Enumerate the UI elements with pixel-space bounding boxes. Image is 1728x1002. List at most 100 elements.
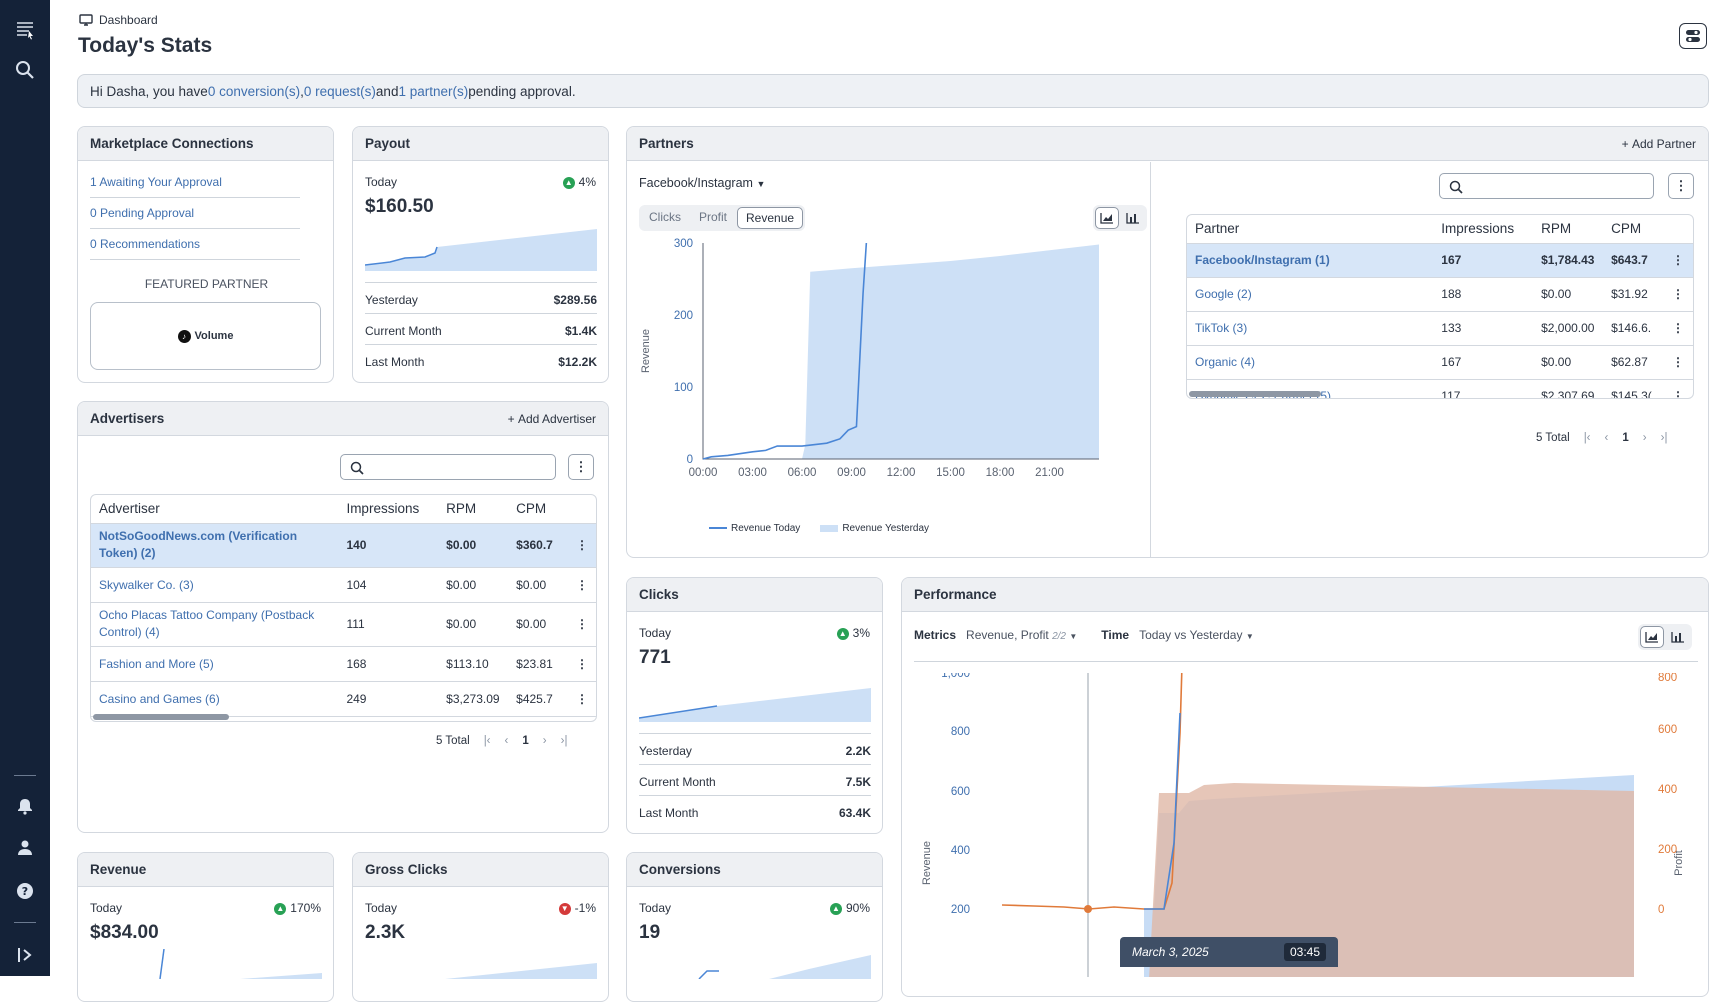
column-header[interactable]: RPM <box>438 495 509 524</box>
change-badge: ▼ -1% <box>558 901 596 915</box>
pending-approval-link[interactable]: 0 Pending Approval <box>90 206 195 220</box>
table-row[interactable]: Google (2) 188 $0.00 $31.92 ⋮ <box>1187 277 1693 312</box>
last-page-icon[interactable]: ›| <box>1660 432 1668 444</box>
card-header: Marketplace Connections <box>78 127 333 161</box>
row-menu-icon[interactable]: ⋮ <box>1663 379 1693 398</box>
notice-sep: , <box>300 83 304 99</box>
partner-source-dropdown[interactable]: Facebook/Instagram ▼ <box>639 176 766 190</box>
bar-chart-icon[interactable] <box>1666 626 1690 648</box>
row-menu-icon[interactable]: ⋮ <box>567 646 596 682</box>
partner-revenue-chart: Revenue 0 100 200 300 00:00 03:00 06:00 09:00 12:… <box>640 238 1099 479</box>
expand-sidebar-icon[interactable] <box>10 940 40 970</box>
tab-profit[interactable]: Profit <box>699 210 728 224</box>
help-icon[interactable]: ? <box>10 876 40 906</box>
tab-revenue[interactable]: Revenue <box>737 207 804 229</box>
horizontal-scrollbar[interactable] <box>93 714 229 720</box>
metrics-label: Metrics <box>914 628 957 642</box>
row-menu-icon[interactable]: ⋮ <box>1663 345 1693 380</box>
gross-clicks-card: Gross Clicks Today ▼ -1% 2.3K <box>352 852 609 1002</box>
advertiser-search-input[interactable] <box>340 454 556 480</box>
row-menu-icon[interactable]: ⋮ <box>567 523 596 568</box>
requests-link[interactable]: 0 request(s) <box>303 83 376 99</box>
conversions-link[interactable]: 0 conversion(s) <box>207 83 301 99</box>
row-menu-icon[interactable]: ⋮ <box>567 681 596 717</box>
area-chart-icon[interactable] <box>1095 207 1119 229</box>
x-tick-label: 21:00 <box>1035 467 1064 479</box>
user-icon[interactable] <box>10 833 40 863</box>
featured-partner-tile[interactable]: ♪ Volume <box>90 302 321 370</box>
card-title: Advertisers <box>90 411 165 426</box>
menu-icon[interactable] <box>10 15 40 45</box>
first-page-icon[interactable]: |‹ <box>1583 432 1591 444</box>
partner-search-input[interactable] <box>1439 173 1654 199</box>
time-dropdown[interactable]: Today vs Yesterday ▼ <box>1139 628 1254 642</box>
last-page-icon[interactable]: ›| <box>560 735 568 747</box>
card-header: Conversions <box>627 853 882 887</box>
y-tick-label: 600 <box>951 786 970 798</box>
breadcrumb[interactable]: Dashboard <box>79 13 158 27</box>
table-row[interactable]: Organic (4) 167 $0.00 $62.87 ⋮ <box>1187 345 1693 380</box>
sidebar-corner <box>0 96 50 120</box>
payout-card: Payout Today ▲ 4% $160.50 Yesterday $289.5… <box>352 126 609 383</box>
revenue-card: Revenue Today ▲ 170% $834.00 <box>77 852 334 1002</box>
card-title: Performance <box>914 587 997 602</box>
column-header[interactable]: RPM <box>1533 215 1604 244</box>
settings-toggle-button[interactable] <box>1679 23 1707 49</box>
advertiser-more-button[interactable]: ⋮ <box>568 454 594 480</box>
row-menu-icon[interactable]: ⋮ <box>1663 277 1693 312</box>
bell-icon[interactable] <box>10 791 40 821</box>
table-row[interactable]: TikTok (3) 133 $2,000.00 $146.6. ⋮ <box>1187 311 1693 346</box>
prev-page-icon[interactable]: ‹ <box>504 735 509 747</box>
table-row[interactable]: Ocho Placas Tattoo Company (Postback Con… <box>91 602 596 647</box>
recommendations-link[interactable]: 0 Recommendations <box>90 237 201 251</box>
x-tick-label: 03:00 <box>738 467 767 479</box>
advertisers-card: Advertisers + Add Advertiser ⋮ Advertiser… <box>77 401 609 833</box>
arrow-up-icon: ▲ <box>562 176 575 189</box>
chart-legend: Revenue Today Revenue Yesterday <box>709 523 929 534</box>
table-row[interactable]: NotSoGoodNews.com (Verification Token) (… <box>91 523 596 568</box>
area-chart-icon[interactable] <box>1640 626 1664 648</box>
hover-point <box>1084 905 1092 913</box>
partners-link[interactable]: 1 partner(s) <box>398 83 469 99</box>
today-value: $834.00 <box>90 922 159 943</box>
next-page-icon[interactable]: › <box>542 735 547 747</box>
column-header[interactable]: Advertiser <box>91 495 339 524</box>
next-page-icon[interactable]: › <box>1642 432 1647 444</box>
table-row[interactable]: Casino and Games (6) 249 $3,273.09 $425.7 ⋮ <box>91 681 596 717</box>
awaiting-approval-link[interactable]: 1 Awaiting Your Approval <box>90 175 222 189</box>
current-page[interactable]: 1 <box>1622 432 1629 444</box>
row-menu-icon[interactable]: ⋮ <box>567 602 596 647</box>
column-header[interactable]: CPM <box>508 495 568 524</box>
partner-more-button[interactable]: ⋮ <box>1668 173 1694 199</box>
table-row[interactable]: Fashion and More (5) 168 $113.10 $23.81 ⋮ <box>91 646 596 682</box>
conversions-card: Conversions Today ▲ 90% 19 <box>626 852 883 1002</box>
card-header: Gross Clicks <box>353 853 608 887</box>
legend-revenue-yesterday: Revenue Yesterday <box>820 523 929 534</box>
prev-page-icon[interactable]: ‹ <box>1604 432 1609 444</box>
add-partner-button[interactable]: + Add Partner <box>1621 136 1696 151</box>
first-page-icon[interactable]: |‹ <box>483 735 491 747</box>
table-row[interactable]: Skywalker Co. (3) 104 $0.00 $0.00 ⋮ <box>91 567 596 603</box>
column-header[interactable]: Impressions <box>338 495 439 524</box>
card-header: Performance <box>902 578 1708 612</box>
y2-tick-label: 400 <box>1658 784 1677 796</box>
column-header[interactable]: CPM <box>1603 215 1664 244</box>
y-tick-label: 200 <box>674 310 693 322</box>
current-page[interactable]: 1 <box>522 735 529 747</box>
metrics-dropdown[interactable]: Revenue, Profit 2/2 ▼ <box>966 628 1078 642</box>
y2-tick-label: 800 <box>1658 673 1677 684</box>
y-tick-label: 1,000 <box>941 673 970 680</box>
column-header[interactable]: Impressions <box>1433 215 1534 244</box>
row-menu-icon[interactable]: ⋮ <box>567 567 596 603</box>
add-advertiser-button[interactable]: + Add Advertiser <box>507 411 596 426</box>
svg-text:?: ? <box>22 885 28 898</box>
horizontal-scrollbar[interactable] <box>1189 391 1321 397</box>
tab-clicks[interactable]: Clicks <box>649 210 681 224</box>
time-label: Time <box>1101 628 1130 642</box>
search-icon[interactable] <box>10 55 40 85</box>
table-row[interactable]: Facebook/Instagram (1) 167 $1,784.43 $643.7… <box>1187 243 1693 278</box>
bar-chart-icon[interactable] <box>1121 207 1145 229</box>
column-header[interactable]: Partner <box>1187 215 1434 244</box>
row-menu-icon[interactable]: ⋮ <box>1663 311 1693 346</box>
row-menu-icon[interactable]: ⋮ <box>1663 243 1693 278</box>
